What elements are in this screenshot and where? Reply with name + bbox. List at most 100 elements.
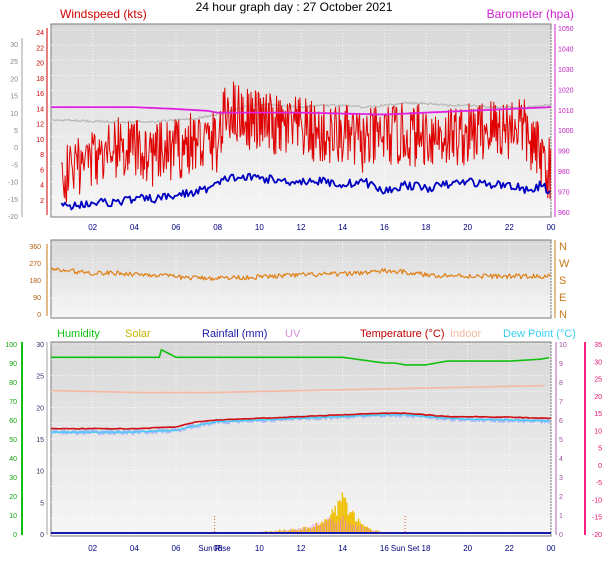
temperature-tick-label: 20 bbox=[36, 405, 44, 412]
uv-tick-label: 9 bbox=[559, 361, 563, 368]
uv-tick-label: 5 bbox=[559, 437, 563, 444]
sunset-label: Sun Set bbox=[391, 544, 420, 553]
temperature-right-tick-label: -15 bbox=[592, 515, 602, 522]
windspeed-outer-tick-label: 15 bbox=[10, 94, 18, 101]
temp-axis-ticks: 1009080706050403020100302520151050109876… bbox=[5, 342, 602, 539]
temperature-right-tick-label: 30 bbox=[594, 359, 602, 366]
uv-tick-label: 1 bbox=[559, 513, 563, 520]
windspeed-outer-tick-label: 5 bbox=[14, 128, 18, 135]
temp-x-tick-label: 00 bbox=[547, 544, 556, 553]
direction-tick-label: 180 bbox=[29, 278, 41, 285]
temp-x-ticks: 02 04 06 08 10 12 14 16 18 20 22 00 Sun Rise Sun Set bbox=[88, 544, 556, 553]
wind-x-tick-label: 22 bbox=[505, 223, 514, 232]
windspeed-outer-tick-label: 0 bbox=[14, 145, 18, 152]
windspeed-outer-tick-label: -10 bbox=[8, 180, 18, 187]
temperature-right-tick-label: 35 bbox=[594, 342, 602, 349]
direction-tick-label: 270 bbox=[29, 261, 41, 268]
wind-x-tick-label: 08 bbox=[213, 223, 222, 232]
direction-line bbox=[50, 267, 552, 281]
humidity-tick-label: 70 bbox=[9, 399, 17, 406]
barometer-tick-label: 1040 bbox=[558, 46, 574, 53]
uv-tick-label: 6 bbox=[559, 418, 563, 425]
wind-barometer-panel: Windspeed (kts) Barometer (hpa) 30252015… bbox=[8, 7, 574, 232]
temp-x-tick-label: 22 bbox=[505, 544, 514, 553]
temp-series bbox=[50, 348, 552, 534]
compass-label: W bbox=[559, 258, 570, 270]
temperature-right-tick-label: 15 bbox=[594, 411, 602, 418]
uv-tick-label: 0 bbox=[559, 532, 563, 539]
temp-x-tick-label: 16 bbox=[380, 544, 389, 553]
temp-humidity-panel: Humidity Solar Rainfall (mm) UV Temperature … bbox=[5, 328, 602, 553]
temp-x-tick-label: 14 bbox=[338, 544, 347, 553]
uv-tick-label: 8 bbox=[559, 380, 563, 387]
temperature-tick-label: 0 bbox=[40, 532, 44, 539]
uv-tick-label: 7 bbox=[559, 399, 563, 406]
windspeed-outer-tick-label: 25 bbox=[10, 59, 18, 66]
temperature-right-tick-label: 20 bbox=[594, 394, 602, 401]
direction-tick-label: 90 bbox=[33, 295, 41, 302]
windspeed-tick-label: 4 bbox=[40, 183, 44, 190]
wind-x-tick-label: 18 bbox=[422, 223, 431, 232]
temp-x-tick-label: 12 bbox=[297, 544, 306, 553]
windspeed-tick-label: 2 bbox=[40, 198, 44, 205]
indoor-line bbox=[50, 384, 545, 394]
temperature-tick-label: 15 bbox=[36, 437, 44, 444]
wind-x-tick-label: 06 bbox=[172, 223, 181, 232]
temperature-tick-label: 10 bbox=[36, 469, 44, 476]
temperature-tick-label: 5 bbox=[40, 500, 44, 507]
windspeed-tick-label: 6 bbox=[40, 167, 44, 174]
sunrise-label: Sun Rise bbox=[198, 544, 231, 553]
uv-tick-label: 3 bbox=[559, 475, 563, 482]
temperature-line bbox=[50, 412, 551, 430]
page-title: 24 hour graph day : 27 October 2021 bbox=[196, 0, 393, 14]
temp-x-tick-label: 08 bbox=[213, 544, 222, 553]
windspeed-outer-tick-label: 20 bbox=[10, 76, 18, 83]
wind-x-tick-label: 10 bbox=[255, 223, 264, 232]
windspeed-tick-label: 20 bbox=[36, 61, 44, 68]
legend-item: Dew Point (°C) bbox=[503, 328, 576, 340]
temperature-right-tick-label: 0 bbox=[598, 463, 602, 470]
direction-tick-label: 360 bbox=[29, 244, 41, 251]
temp-x-tick-label: 20 bbox=[463, 544, 472, 553]
wind-x-tick-label: 14 bbox=[338, 223, 347, 232]
temp-x-tick-label: 18 bbox=[422, 544, 431, 553]
barometer-axis-label: Barometer (hpa) bbox=[487, 7, 574, 21]
humidity-tick-label: 0 bbox=[13, 532, 17, 539]
compass-label: N bbox=[559, 241, 567, 253]
direction-panel-bg bbox=[50, 239, 552, 319]
legend-item: Indoor bbox=[450, 328, 482, 340]
humidity-tick-label: 80 bbox=[9, 380, 17, 387]
windspeed-tick-label: 22 bbox=[36, 45, 44, 52]
windspeed-tick-label: 10 bbox=[36, 137, 44, 144]
humidity-tick-label: 30 bbox=[9, 475, 17, 482]
wind-x-tick-label: 02 bbox=[88, 223, 97, 232]
uv-tick-label: 2 bbox=[559, 494, 563, 501]
temp-x-tick-label: 10 bbox=[255, 544, 264, 553]
temperature-right-tick-label: 25 bbox=[594, 377, 602, 384]
temp-x-tick-label: 06 bbox=[172, 544, 181, 553]
gray-trace-line bbox=[50, 101, 552, 124]
barometer-tick-label: 960 bbox=[558, 210, 570, 217]
humidity-tick-label: 50 bbox=[9, 437, 17, 444]
temperature-right-tick-label: 5 bbox=[598, 446, 602, 453]
windspeed-outer-tick-label: -20 bbox=[8, 214, 18, 221]
humidity-tick-label: 40 bbox=[9, 456, 17, 463]
windspeed-outer-tick-label: 30 bbox=[10, 42, 18, 49]
windspeed-line bbox=[60, 172, 551, 211]
barometer-tick-label: 1030 bbox=[558, 67, 574, 74]
uv-tick-label: 4 bbox=[559, 456, 563, 463]
wind-x-tick-label: 04 bbox=[130, 223, 139, 232]
windspeed-axis-label: Windspeed (kts) bbox=[60, 7, 147, 21]
compass-label: S bbox=[559, 275, 566, 287]
temperature-right-tick-label: 10 bbox=[594, 428, 602, 435]
wind-x-tick-label: 20 bbox=[463, 223, 472, 232]
compass-label: N bbox=[559, 309, 567, 321]
wind-x-ticks: 02 04 06 08 10 12 14 16 18 20 22 00 bbox=[88, 223, 556, 232]
windspeed-tick-label: 16 bbox=[36, 91, 44, 98]
barometer-tick-label: 1000 bbox=[558, 128, 574, 135]
windspeed-tick-label: 18 bbox=[36, 76, 44, 83]
temperature-right-tick-label: -10 bbox=[592, 497, 602, 504]
